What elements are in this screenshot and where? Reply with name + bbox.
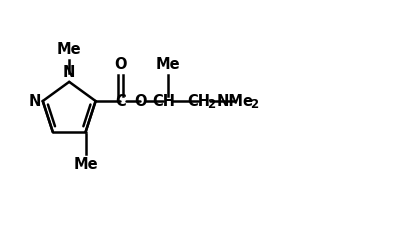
Text: Me: Me bbox=[57, 42, 81, 57]
Text: N: N bbox=[28, 94, 41, 109]
Text: C: C bbox=[115, 94, 126, 109]
Text: CH: CH bbox=[152, 94, 175, 109]
Text: Me: Me bbox=[73, 157, 98, 172]
Text: CH: CH bbox=[187, 94, 210, 109]
Text: 2: 2 bbox=[207, 99, 215, 111]
Text: O: O bbox=[134, 94, 147, 109]
Text: 2: 2 bbox=[250, 99, 259, 111]
Text: N: N bbox=[63, 65, 75, 80]
Text: NMe: NMe bbox=[217, 94, 254, 109]
Text: O: O bbox=[115, 57, 127, 72]
Text: Me: Me bbox=[155, 57, 180, 72]
